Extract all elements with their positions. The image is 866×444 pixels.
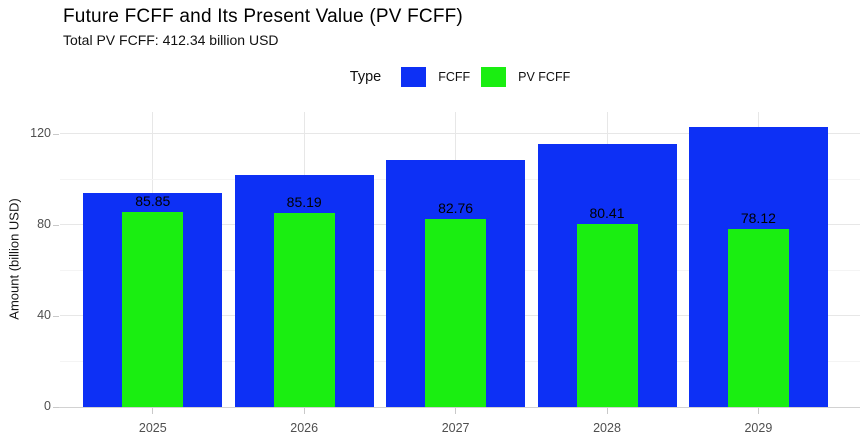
y-tick-label: 40 <box>37 308 51 322</box>
y-tick-label: 0 <box>44 399 51 413</box>
legend-item-fcff: FCFF <box>401 67 470 87</box>
legend: Type FCFF PV FCFF <box>60 60 860 94</box>
bar-value-label: 85.19 <box>286 194 322 211</box>
bar-pvfcff <box>727 229 789 407</box>
legend-item-pvfcff: PV FCFF <box>481 67 570 87</box>
x-axis-line <box>56 407 860 408</box>
chart-subtitle: Total PV FCFF: 412.34 billion USD <box>63 32 279 48</box>
bar-pvfcff <box>576 224 638 407</box>
x-tick-label: 2026 <box>290 421 319 435</box>
y-tick-label: 80 <box>37 217 51 231</box>
bar-value-label: 78.12 <box>740 210 776 227</box>
bar-value-label: 85.85 <box>135 192 171 209</box>
legend-swatch-pvfcff <box>481 67 507 87</box>
x-tick-mark <box>303 408 305 414</box>
x-tick-label: 2029 <box>744 421 773 435</box>
y-tick-label: 120 <box>30 126 51 140</box>
x-tick-mark <box>757 408 759 414</box>
legend-title: Type <box>349 69 382 85</box>
x-tick-mark <box>455 408 457 414</box>
bar-pvfcff <box>122 211 184 407</box>
y-tick-mark <box>53 316 59 317</box>
x-tick-label: 2027 <box>441 421 470 435</box>
x-tick-mark <box>606 408 608 414</box>
x-tick-mark <box>152 408 154 414</box>
bar-pvfcff <box>273 213 335 407</box>
plot-area: 85.85 85.19 82.76 80.41 78.12 <box>60 112 860 407</box>
bar-value-label: 80.41 <box>589 205 625 222</box>
gridline-major <box>60 133 860 134</box>
y-tick-mark <box>53 407 59 408</box>
bar-value-label: 82.76 <box>438 199 474 216</box>
y-tick-mark <box>53 225 59 226</box>
legend-label-pvfcff: PV FCFF <box>518 70 571 84</box>
y-tick-mark <box>53 134 59 135</box>
bar-pvfcff <box>425 218 487 407</box>
x-tick-label: 2028 <box>593 421 621 435</box>
x-tick-label: 2025 <box>138 421 167 435</box>
chart-title: Future FCFF and Its Present Value (PV FC… <box>63 6 463 27</box>
legend-label-fcff: FCFF <box>438 70 471 84</box>
legend-swatch-fcff <box>401 67 427 87</box>
